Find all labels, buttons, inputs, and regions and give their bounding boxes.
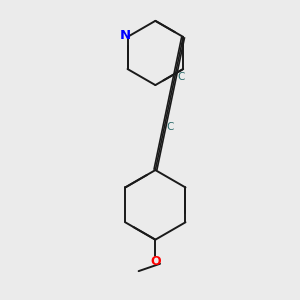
Text: C: C [177,72,184,82]
Text: N: N [119,29,130,42]
Text: O: O [150,255,161,268]
Text: C: C [167,122,174,133]
